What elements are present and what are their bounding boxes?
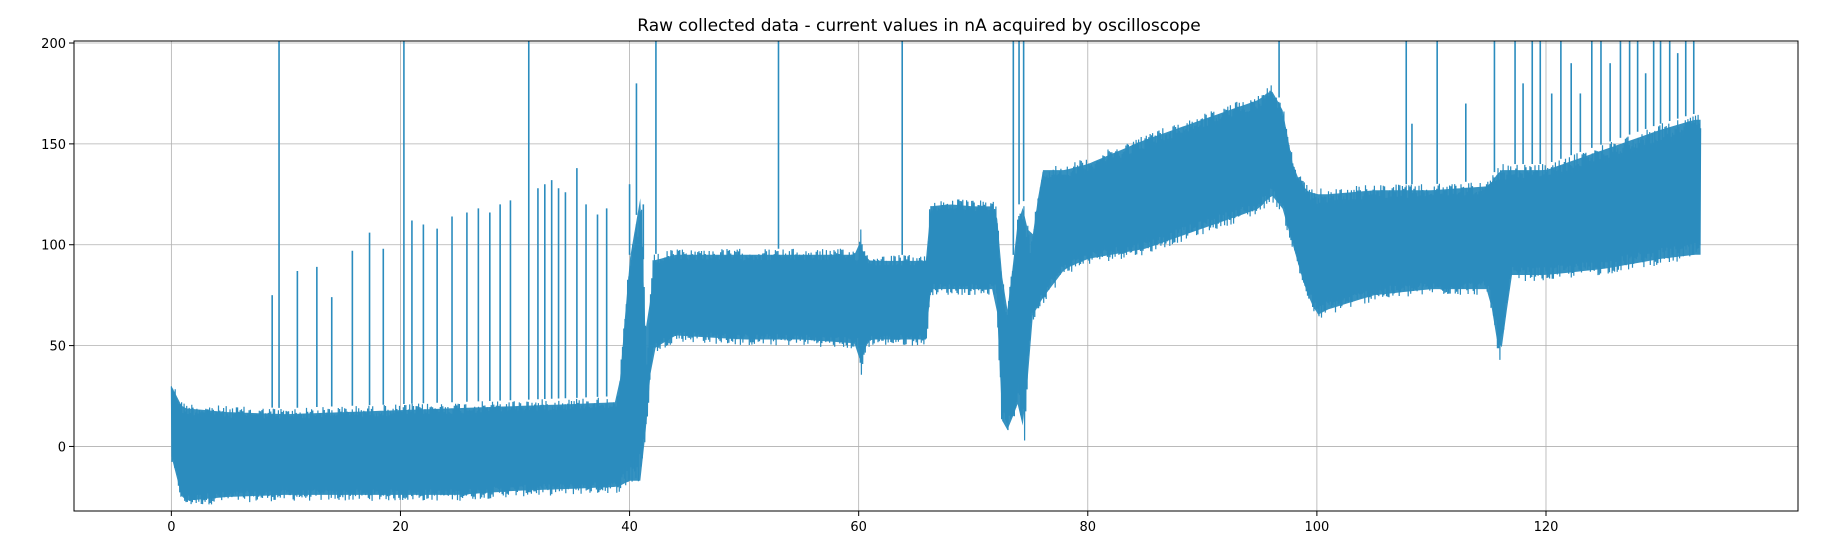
x-tick-label: 20 [392,520,409,535]
x-tick-label: 60 [850,520,867,535]
x-tick-label: 80 [1080,520,1097,535]
y-tick-label: 150 [41,138,66,153]
x-tick-label: 40 [621,520,638,535]
data-series [170,41,1702,505]
axes-frame [73,40,1799,512]
chart-title: Raw collected data - current values in n… [637,16,1200,36]
x-tick-label: 120 [1534,520,1559,535]
series-band [171,91,1701,501]
y-tick-label: 0 [58,440,66,455]
y-tick-label: 100 [41,239,66,254]
x-tick-label: 100 [1304,520,1329,535]
y-tick-label: 50 [49,340,66,355]
axis-ticks: 0 20 40 60 80 100 120 0 50 100 150 200 [41,37,1558,535]
x-tick-label: 0 [167,520,175,535]
y-tick-label: 200 [41,37,66,52]
